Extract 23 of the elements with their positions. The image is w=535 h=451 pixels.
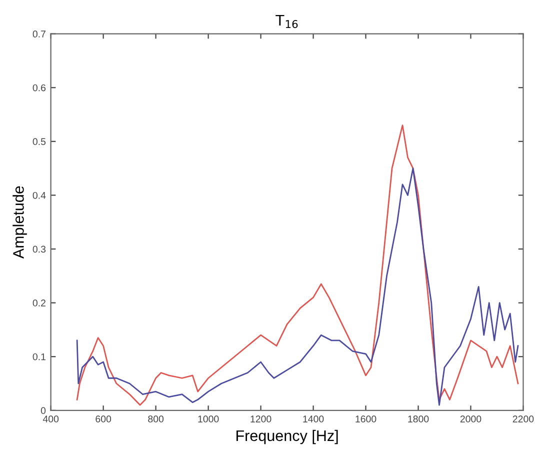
line-series <box>76 168 519 406</box>
y-tick-label: 0.3 <box>32 246 46 253</box>
y-tick-label: 0.1 <box>32 353 46 360</box>
x-tick-label: 600 <box>96 416 112 422</box>
y-tick-label: 0.2 <box>32 300 46 306</box>
y-tick-label: 0.7 <box>32 30 46 38</box>
x-tick-label: 1600 <box>356 416 376 422</box>
y-tick-label: 0.4 <box>32 192 46 199</box>
y-axis-title: Ampletude <box>12 186 27 259</box>
x-tick-label: 1800 <box>408 416 429 422</box>
x-tick-label: 1400 <box>303 416 324 422</box>
x-tick-label: 1200 <box>250 416 272 422</box>
x-tick-label: 2200 <box>512 416 534 422</box>
x-tick-label: 1000 <box>198 416 219 422</box>
x-tick-label: 800 <box>148 416 164 422</box>
y-tick-label: 0.6 <box>32 84 46 92</box>
line-series <box>76 124 519 406</box>
chart-title: T$_{16}$ <box>276 14 298 28</box>
y-tick-label: 0.5 <box>32 138 46 146</box>
y-tick-label: 0 <box>40 407 46 414</box>
x-tick-label: 400 <box>42 416 59 422</box>
x-axis-title: Frequency [Hz] <box>236 430 338 444</box>
x-tick-label: 2000 <box>460 416 482 422</box>
